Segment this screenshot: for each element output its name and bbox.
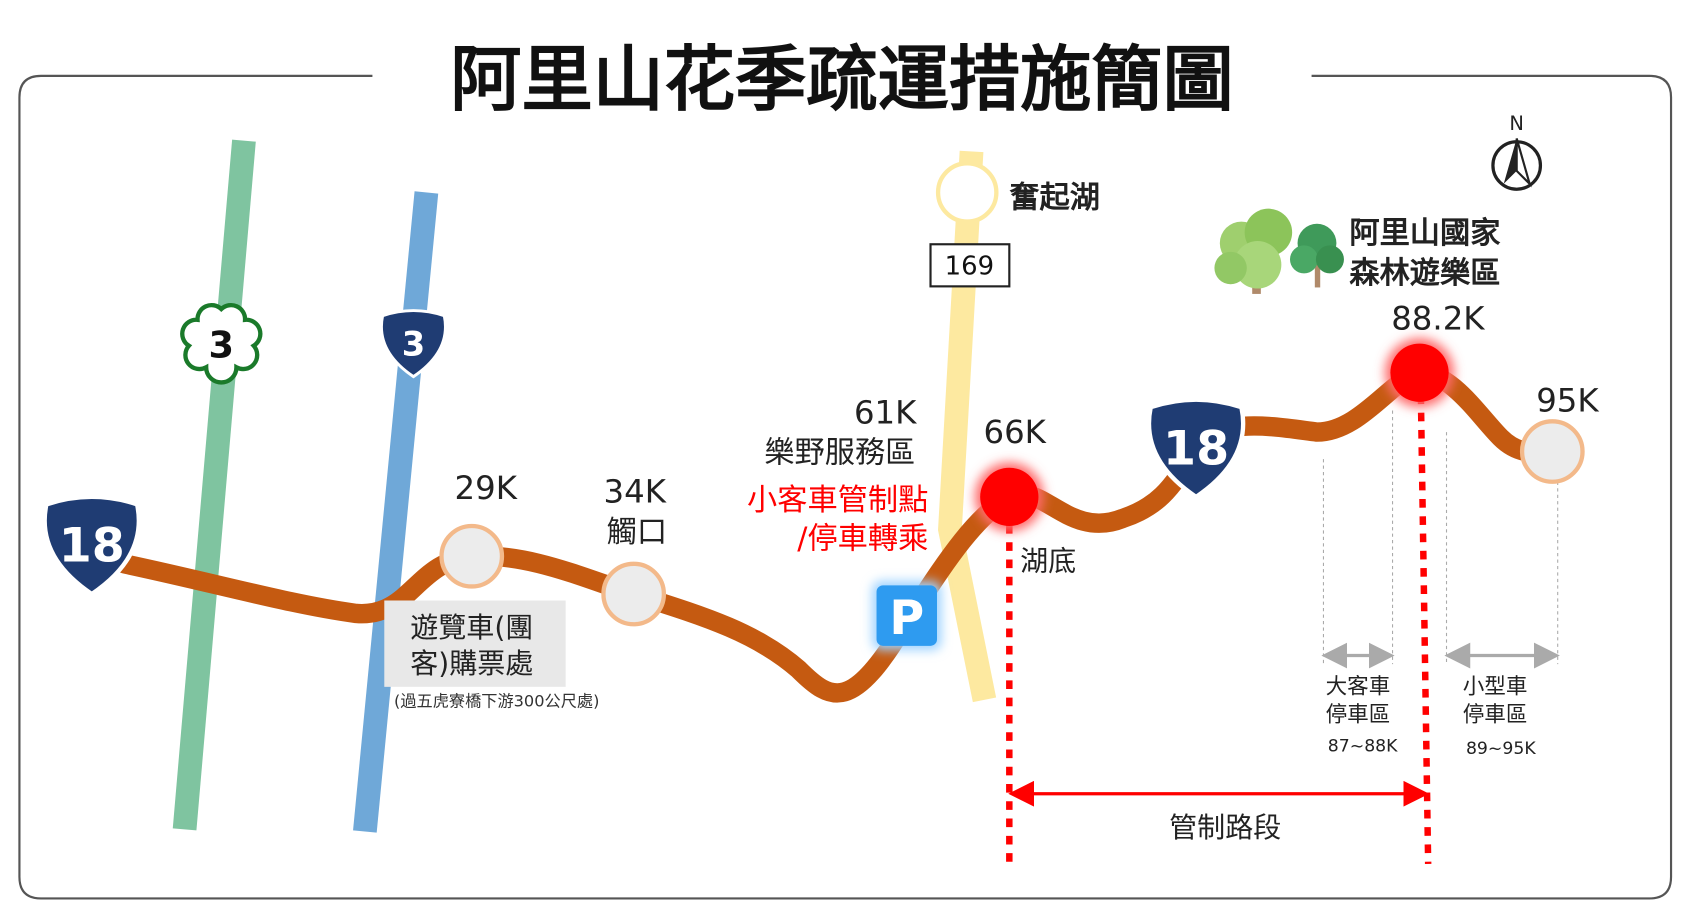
svg-text:87~88K: 87~88K [1328,737,1398,757]
north-compass-icon: N [1491,112,1543,191]
highway-3-flower-shield-icon: 3 [180,303,263,385]
highway-18-shield-icon: 18 [1149,400,1243,497]
svg-text:34K: 34K [604,472,667,510]
park-label-line2: 森林遊樂區 [1349,255,1500,291]
control-point-66k-marker [974,462,1044,532]
svg-text:3: 3 [209,324,235,367]
tree-icon [1214,208,1344,294]
svg-text:湖底: 湖底 [1020,544,1076,577]
svg-text:小型車: 小型車 [1463,674,1528,699]
highway-3-road [172,139,256,831]
stop-34k-marker [601,561,667,627]
control-section-label: 管制路段 [1169,811,1281,844]
svg-text:遊覽車(團: 遊覽車(團 [410,611,533,644]
svg-text:客)購票處: 客)購票處 [410,647,533,680]
parking-zone-guides [1322,410,1559,665]
svg-text:88.2K: 88.2K [1391,300,1485,338]
svg-text:停車區: 停車區 [1463,702,1528,727]
parking-icon: P [872,581,942,651]
svg-text:95K: 95K [1536,382,1599,420]
svg-text:停車區: 停車區 [1326,702,1391,727]
park-label-line1: 阿里山國家 [1349,216,1501,251]
fenqihu-label: 奮起湖 [1009,181,1100,216]
control-point-label: 小客車管制點 [747,483,928,518]
control-end-line [1417,378,1432,864]
svg-text:61K: 61K [854,393,917,431]
county-3-road [353,191,439,833]
svg-text:169: 169 [945,251,994,281]
county-3-shield-icon: 3 [379,309,447,379]
svg-text:大客車: 大客車 [1326,674,1391,699]
svg-text:P: P [889,591,924,646]
svg-text:18: 18 [59,519,125,574]
stop-29k-marker [439,523,505,589]
map-frame [18,74,1673,900]
svg-text:N: N [1509,112,1524,135]
svg-text:觸口: 觸口 [607,515,667,550]
svg-text:66K: 66K [983,413,1046,451]
svg-text:樂野服務區: 樂野服務區 [764,435,915,470]
fenqihu-marker [935,161,999,224]
road-169-sign [929,243,1011,288]
svg-text:29K: 29K [455,469,518,507]
stop-95k-marker [1519,419,1585,484]
svg-text:(過五虎寮橋下游300公尺處): (過五虎寮橋下游300公尺處) [394,691,599,710]
svg-text:89~95K: 89~95K [1466,739,1536,759]
svg-text:3: 3 [402,324,425,363]
svg-text:18: 18 [1163,421,1229,476]
ticket-office-label-box [384,600,566,687]
highway-18-shield-icon: 18 [45,497,139,594]
road-169 [938,150,997,703]
page-title: 阿里山花季疏運措施簡圖 [450,38,1234,121]
control-point-88k-marker [1384,338,1455,408]
svg-text:/停車轉乘: /停車轉乘 [797,522,928,557]
